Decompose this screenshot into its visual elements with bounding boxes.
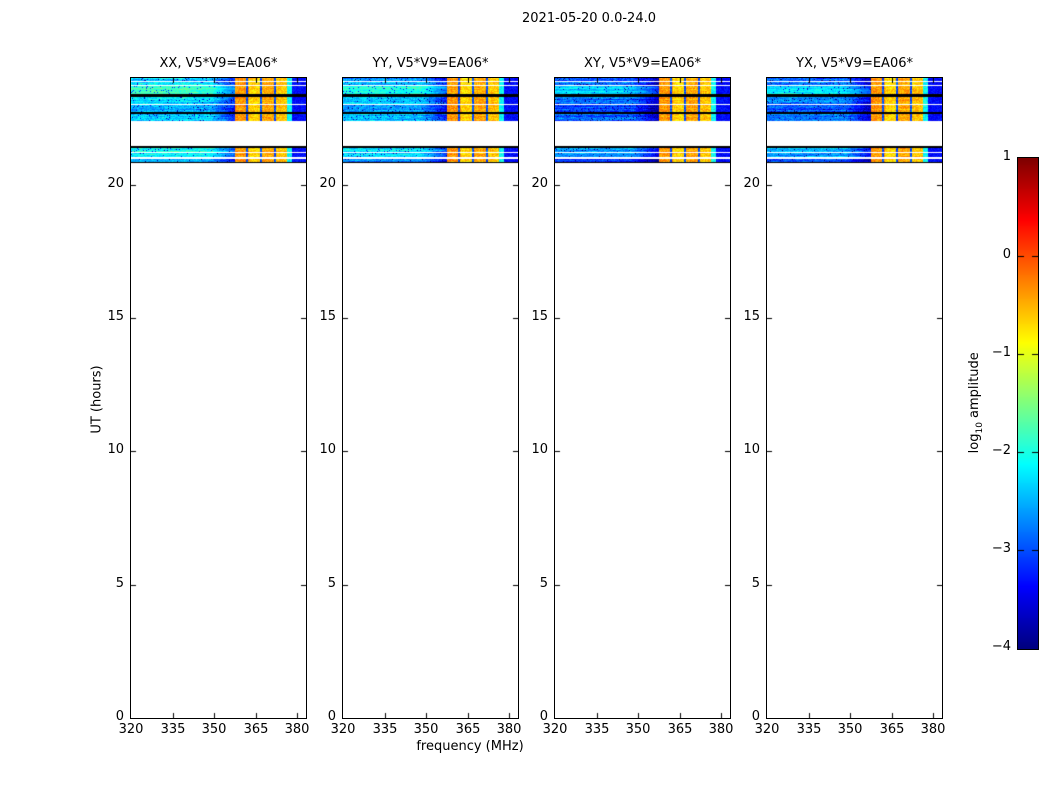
x-tick-label: 320: [542, 722, 568, 737]
x-tick-label: 365: [667, 722, 693, 737]
y-tick-label: 15: [107, 309, 124, 324]
colorbar-tick-label: 1: [1002, 149, 1011, 164]
x-tick-label: 335: [160, 722, 186, 737]
spectrogram-canvas-XX: [131, 78, 306, 718]
y-tick-label: 15: [319, 309, 336, 324]
y-tick-label: 0: [327, 709, 336, 724]
panel-XY: [554, 77, 731, 719]
x-axis-label: frequency (MHz): [416, 739, 524, 754]
colorbar-tick-label: 0: [1002, 247, 1011, 262]
colorbar-label-prefix: log: [967, 433, 983, 454]
x-tick-label: 320: [118, 722, 144, 737]
colorbar-tick-label: −3: [991, 541, 1011, 556]
colorbar-label-sub: 10: [974, 422, 985, 434]
x-tick-label: 365: [879, 722, 905, 737]
x-tick-label: 350: [201, 722, 227, 737]
x-tick-label: 380: [496, 722, 522, 737]
colorbar-tick-label: −1: [991, 345, 1011, 360]
x-tick-label: 380: [284, 722, 310, 737]
x-tick-label: 320: [330, 722, 356, 737]
y-tick-label: 20: [319, 176, 336, 191]
y-tick-label: 0: [115, 709, 124, 724]
panel-title-XX: XX, V5*V9=EA06*: [159, 56, 278, 71]
y-tick-label: 5: [539, 576, 548, 591]
x-tick-label: 335: [584, 722, 610, 737]
spectrogram-canvas-YY: [343, 78, 518, 718]
colorbar-label: log10 amplitude: [967, 303, 985, 503]
panel-XX: [130, 77, 307, 719]
x-tick-label: 380: [920, 722, 946, 737]
spectrogram-canvas-XY: [555, 78, 730, 718]
x-tick-label: 365: [243, 722, 269, 737]
y-tick-label: 5: [115, 576, 124, 591]
panel-title-YY: YY, V5*V9=EA06*: [372, 56, 489, 71]
panel-YY: [342, 77, 519, 719]
y-tick-label: 20: [107, 176, 124, 191]
y-tick-label: 15: [531, 309, 548, 324]
y-tick-label: 10: [107, 442, 124, 457]
y-tick-label: 5: [751, 576, 760, 591]
figure-title: 2021-05-20 0.0-24.0: [522, 11, 656, 26]
y-axis-label: UT (hours): [89, 365, 105, 434]
x-tick-label: 335: [796, 722, 822, 737]
x-tick-label: 350: [837, 722, 863, 737]
y-tick-label: 15: [743, 309, 760, 324]
panel-title-YX: YX, V5*V9=EA06*: [796, 56, 913, 71]
y-tick-label: 0: [539, 709, 548, 724]
x-tick-label: 365: [455, 722, 481, 737]
y-tick-label: 0: [751, 709, 760, 724]
colorbar-label-suffix: amplitude: [967, 352, 983, 423]
x-tick-label: 335: [372, 722, 398, 737]
x-tick-label: 350: [625, 722, 651, 737]
colorbar-tick-label: −4: [991, 639, 1011, 654]
spectrogram-canvas-YX: [767, 78, 942, 718]
x-tick-label: 320: [754, 722, 780, 737]
y-tick-label: 20: [531, 176, 548, 191]
y-tick-label: 10: [531, 442, 548, 457]
y-tick-label: 20: [743, 176, 760, 191]
colorbar: [1017, 157, 1039, 650]
y-tick-label: 10: [319, 442, 336, 457]
y-tick-label: 10: [743, 442, 760, 457]
panel-title-XY: XY, V5*V9=EA06*: [584, 56, 701, 71]
x-tick-label: 380: [708, 722, 734, 737]
x-tick-label: 350: [413, 722, 439, 737]
panel-YX: [766, 77, 943, 719]
y-tick-label: 5: [327, 576, 336, 591]
colorbar-tick-label: −2: [991, 443, 1011, 458]
